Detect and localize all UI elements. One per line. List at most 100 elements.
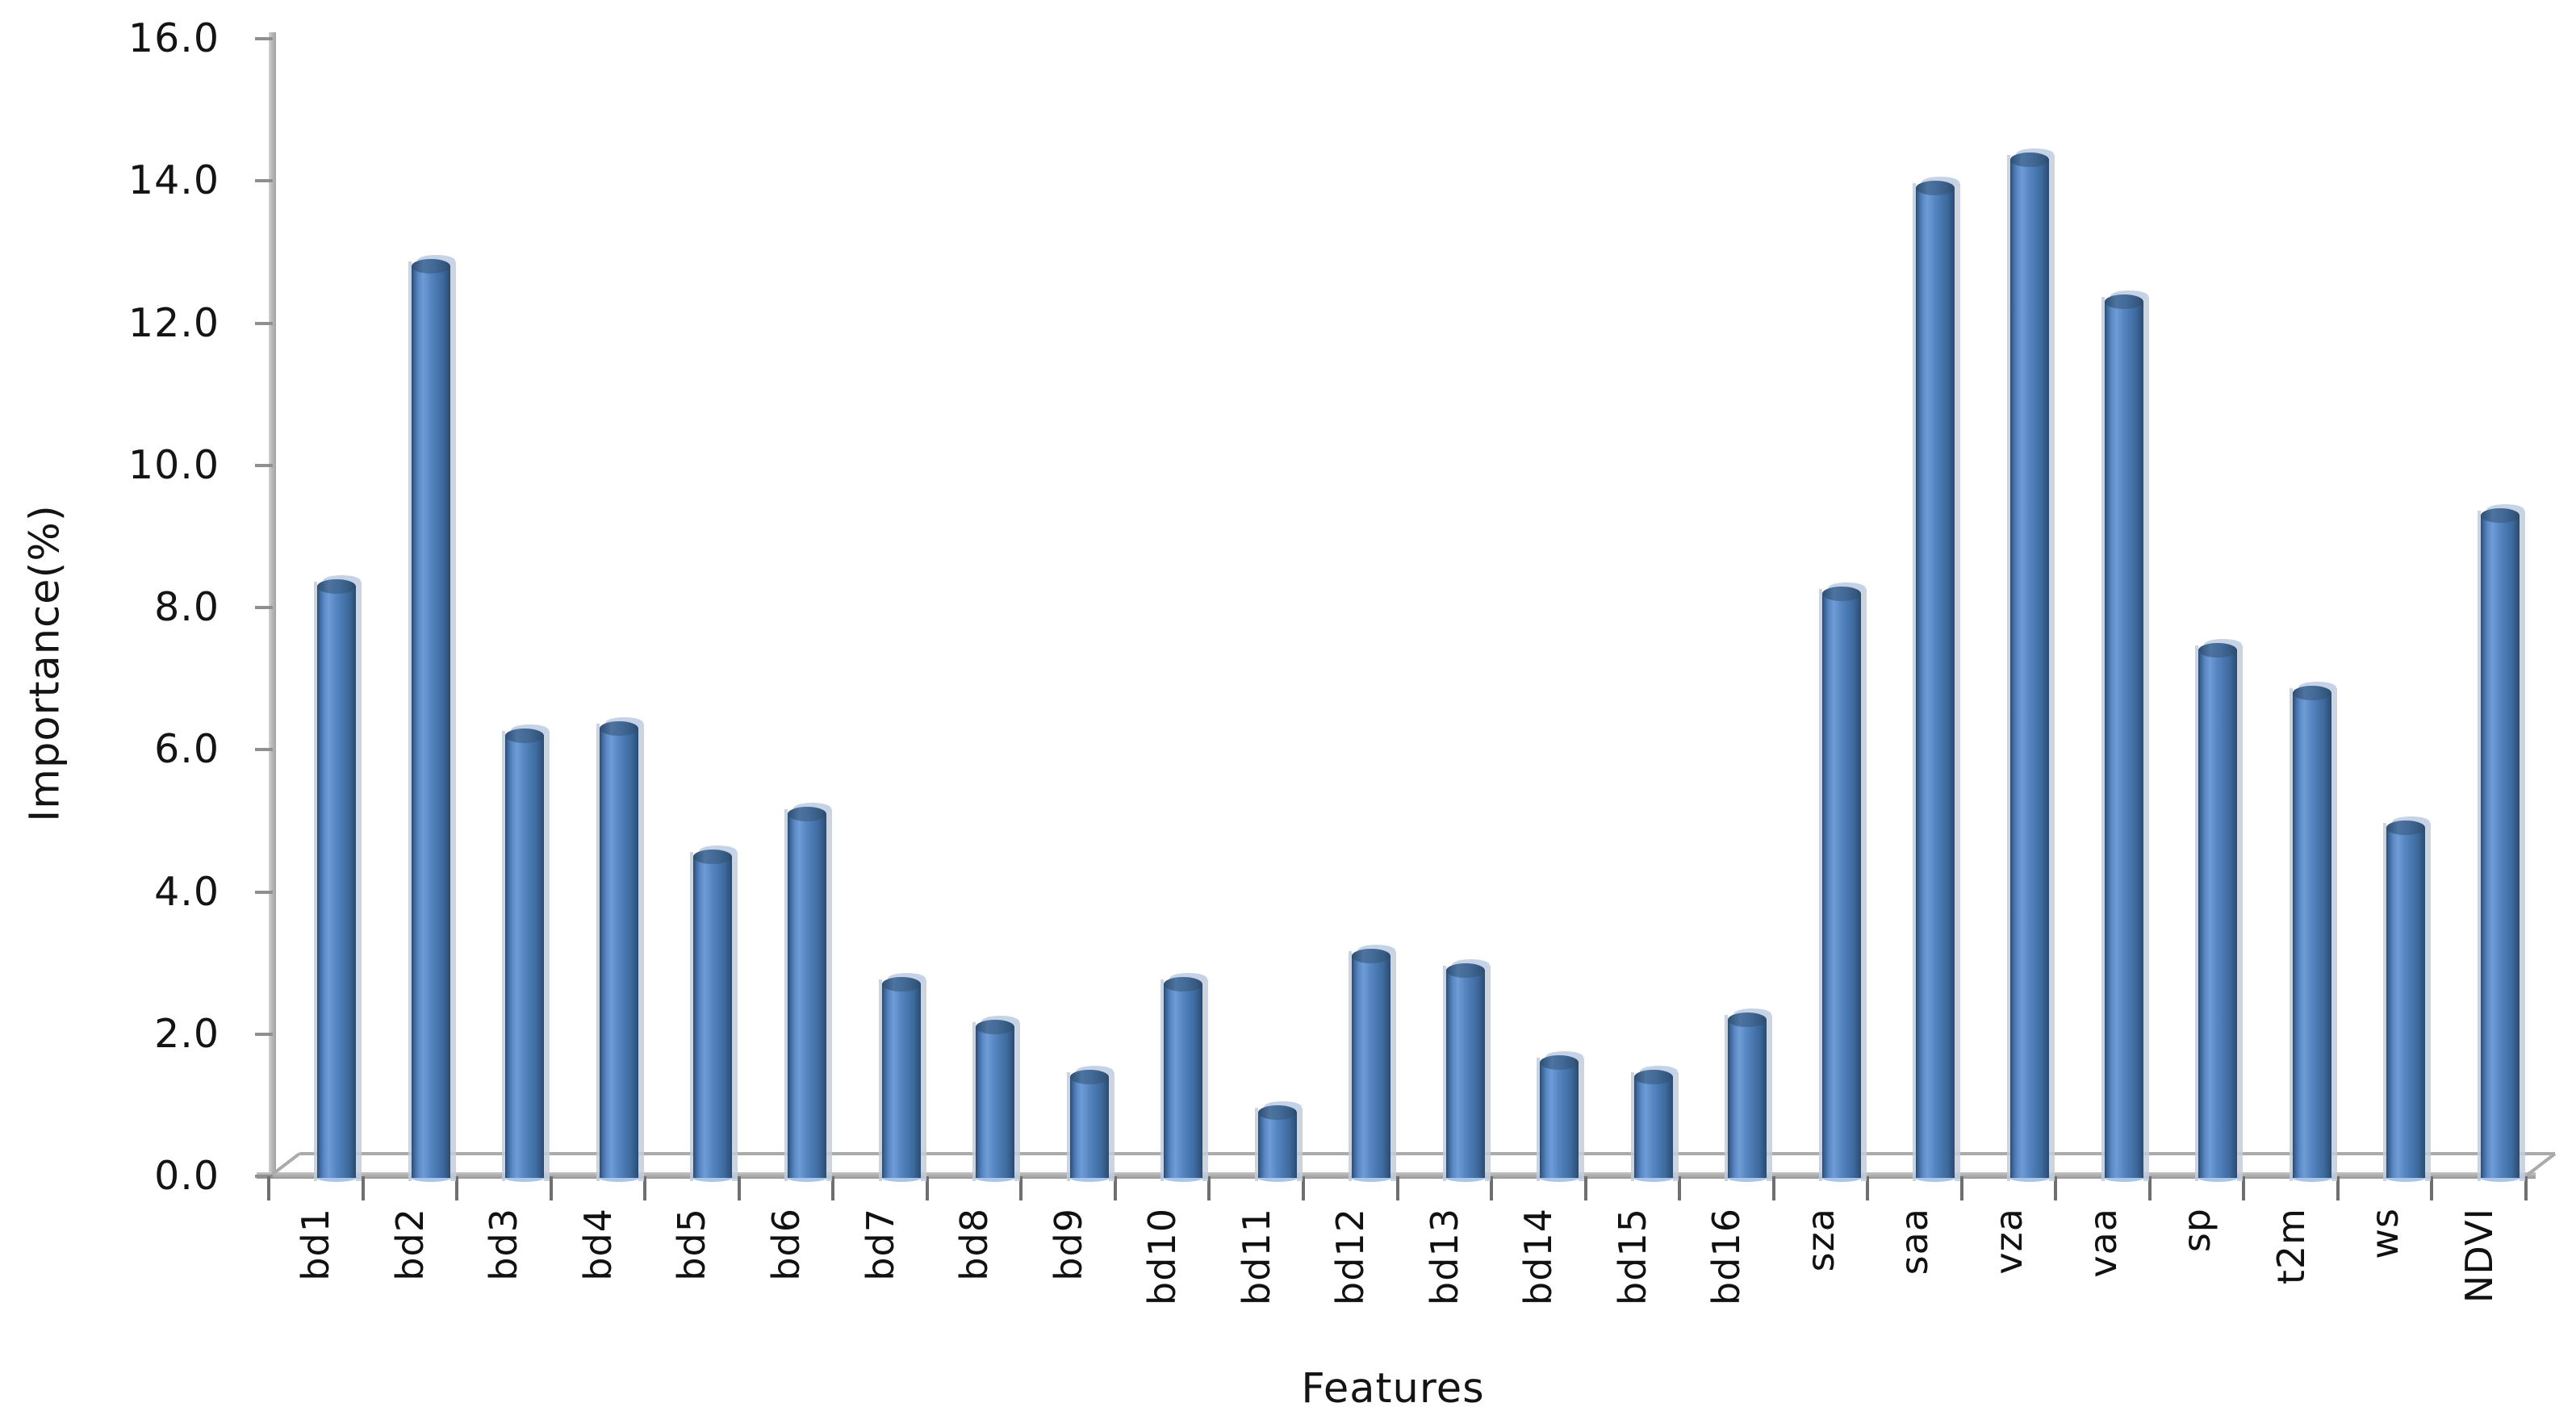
bar-body <box>1257 1111 1297 1178</box>
y-tick-label: 16.0 <box>128 15 220 61</box>
bar-bd14 <box>1537 1051 1585 1182</box>
bar-cap <box>787 806 826 821</box>
bar-sp <box>2195 639 2244 1182</box>
x-axis-title: Features <box>1301 1365 1485 1413</box>
bar-bd2 <box>408 255 456 1182</box>
plot-area <box>269 39 2526 1182</box>
bar-halo <box>972 1022 1021 1181</box>
x-tick-mark <box>267 1176 270 1200</box>
bar-cap <box>1352 949 1391 963</box>
x-category-label-t2m: t2m <box>2269 1208 2313 1285</box>
bar-bd8 <box>972 1016 1021 1182</box>
bar-sza <box>1818 582 1867 1182</box>
x-tick-mark <box>643 1176 647 1200</box>
x-category-label-bd2: bd2 <box>387 1208 432 1281</box>
y-axis-line <box>269 32 276 1178</box>
x-category-label-bd14: bd14 <box>1516 1208 1561 1305</box>
bar-cap <box>1728 1013 1767 1028</box>
bar-t2m <box>2289 681 2337 1182</box>
bar-body <box>2104 301 2143 1178</box>
y-tick-label: 4.0 <box>154 868 220 915</box>
bar-cap <box>2480 507 2520 523</box>
bar-vaa <box>2101 290 2149 1182</box>
bar-halo <box>1630 1071 1679 1181</box>
bar-halo <box>2007 155 2055 1181</box>
bar-bd11 <box>1254 1100 1303 1182</box>
bar-bd5 <box>690 845 738 1182</box>
bar-bd13 <box>1442 958 1491 1182</box>
y-tick-mark <box>255 321 273 325</box>
bar-halo <box>1349 951 1397 1181</box>
bar-halo <box>784 808 832 1181</box>
bar-cap <box>1069 1069 1109 1084</box>
x-category-label-bd5: bd5 <box>670 1208 714 1281</box>
y-tick-mark <box>255 37 273 40</box>
bar-body <box>1821 592 1861 1178</box>
y-tick-label: 2.0 <box>154 1010 220 1057</box>
x-tick-mark <box>1207 1176 1211 1200</box>
bar-body <box>1069 1075 1109 1178</box>
x-category-label-ws: ws <box>2363 1208 2407 1259</box>
bar-halo <box>2289 687 2337 1181</box>
bar-body <box>1540 1062 1579 1178</box>
x-tick-mark <box>2054 1176 2058 1200</box>
bar-cap <box>411 259 450 274</box>
bar-cap <box>2292 685 2331 700</box>
bar-cap <box>1540 1055 1579 1071</box>
y-tick-mark <box>255 179 273 183</box>
bar-bd3 <box>502 724 550 1182</box>
x-category-label-bd4: bd4 <box>575 1208 620 1281</box>
x-category-label-sp: sp <box>2175 1208 2219 1253</box>
bar-body <box>411 265 450 1178</box>
bar-cap <box>1257 1104 1297 1120</box>
bar-bd15 <box>1630 1065 1679 1182</box>
bar-halo <box>690 851 738 1181</box>
x-tick-mark <box>737 1176 741 1200</box>
x-tick-mark <box>2430 1176 2434 1200</box>
bar-body <box>1352 955 1391 1178</box>
x-tick-mark <box>1395 1176 1399 1200</box>
x-category-label-bd13: bd13 <box>1422 1208 1466 1305</box>
x-category-label-bd12: bd12 <box>1328 1208 1373 1305</box>
bar-body <box>505 734 545 1178</box>
y-tick-label: 12.0 <box>128 299 220 346</box>
x-category-label-bd10: bd10 <box>1140 1208 1185 1305</box>
bar-halo <box>878 979 926 1181</box>
x-tick-mark <box>1771 1176 1775 1200</box>
x-category-label-bd15: bd15 <box>1610 1208 1654 1305</box>
x-category-label-bd6: bd6 <box>763 1208 808 1281</box>
x-category-label-bd16: bd16 <box>1704 1208 1749 1305</box>
x-category-label-NDVI: NDVI <box>2457 1208 2501 1304</box>
x-tick-mark <box>2242 1176 2246 1200</box>
x-tick-mark <box>2524 1176 2528 1200</box>
bar-cap <box>881 977 921 992</box>
bar-body <box>2386 827 2426 1178</box>
bar-cap <box>1633 1069 1673 1084</box>
bar-body <box>317 585 357 1178</box>
bar-halo <box>2195 645 2244 1181</box>
bar-ws <box>2383 816 2432 1182</box>
bar-halo <box>2477 510 2525 1181</box>
bar-halo <box>2383 823 2432 1181</box>
bar-body <box>2480 514 2520 1178</box>
bar-halo <box>1913 183 1961 1181</box>
x-tick-mark <box>925 1176 929 1200</box>
bar-body <box>1164 983 1203 1178</box>
bar-saa <box>1913 177 1961 1182</box>
bar-halo <box>1818 588 1867 1181</box>
bar-cap <box>976 1020 1015 1035</box>
x-tick-mark <box>455 1176 459 1200</box>
bar-halo <box>1725 1015 1773 1181</box>
y-tick-mark <box>255 1175 273 1178</box>
bar-cap <box>1445 962 1485 978</box>
x-category-label-bd9: bd9 <box>1046 1208 1090 1281</box>
x-tick-mark <box>1583 1176 1587 1200</box>
x-tick-mark <box>1301 1176 1305 1200</box>
bar-cap <box>599 721 638 736</box>
y-tick-label: 14.0 <box>128 157 220 204</box>
bar-body <box>2198 649 2238 1178</box>
bar-halo <box>1254 1107 1303 1181</box>
x-tick-mark <box>2147 1176 2152 1200</box>
